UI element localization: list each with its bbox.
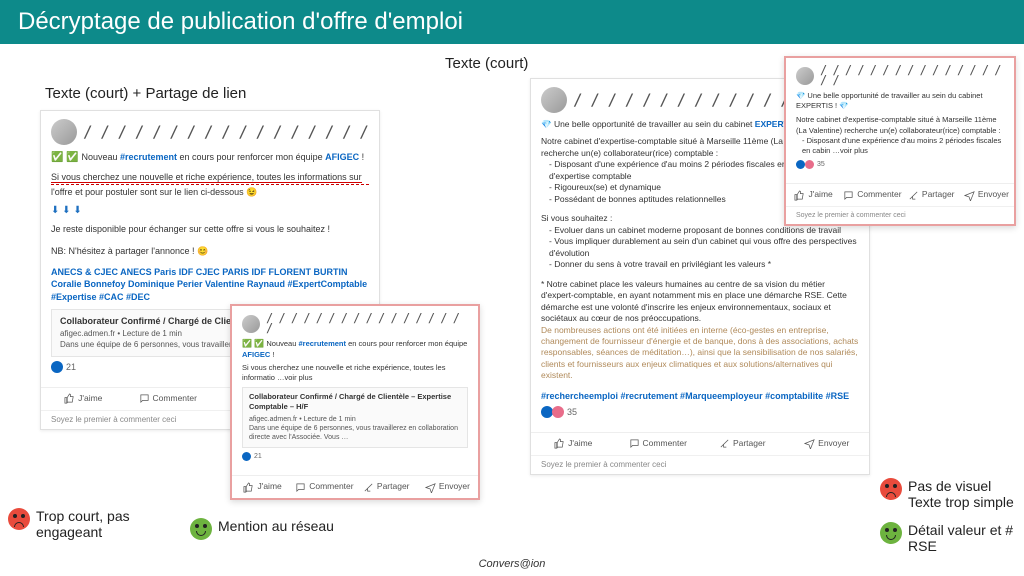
happy-icon — [190, 518, 212, 540]
happy-icon — [880, 522, 902, 544]
logo: Convers@ion — [479, 558, 546, 570]
sad-icon — [8, 508, 30, 530]
comment-button[interactable]: Commenter — [126, 388, 211, 409]
sad-icon — [880, 478, 902, 500]
post-right-zoom: / / / / / / / / / / / / / / / / / 💎 Une … — [784, 56, 1016, 226]
label-left: Texte (court) + Partage de lien — [45, 85, 246, 102]
annotation-1: Trop court, pas engageant — [8, 508, 188, 540]
annotation-3: Pas de visuel Texte trop simple — [880, 478, 1020, 510]
annotation-2: Mention au réseau — [190, 518, 334, 540]
slide-title: Décryptage de publication d'offre d'empl… — [18, 8, 463, 35]
label-right: Texte (court) — [445, 55, 528, 72]
avatar — [541, 87, 567, 113]
post-left-zoom: / / / / / / / / / / / / / / / / / ✅ ✅ No… — [230, 304, 480, 500]
slide-header: Décryptage de publication d'offre d'empl… — [0, 0, 1024, 44]
mentions-hashtags[interactable]: ANECS & CJEC ANECS Paris IDF CJEC PARIS … — [51, 266, 369, 304]
like-icon — [51, 361, 63, 373]
avatar — [51, 119, 77, 145]
pointer-icon: ⬇ ⬇ ⬇ — [51, 204, 369, 218]
avatar — [242, 315, 260, 333]
redacted-name: / / / / / / / / / / / / / / / / / — [83, 126, 368, 139]
annotation-4: Détail valeur et # RSE — [880, 522, 1020, 554]
like-button[interactable]: J'aime — [41, 388, 126, 409]
check-icon: ✅ ✅ — [51, 152, 81, 163]
